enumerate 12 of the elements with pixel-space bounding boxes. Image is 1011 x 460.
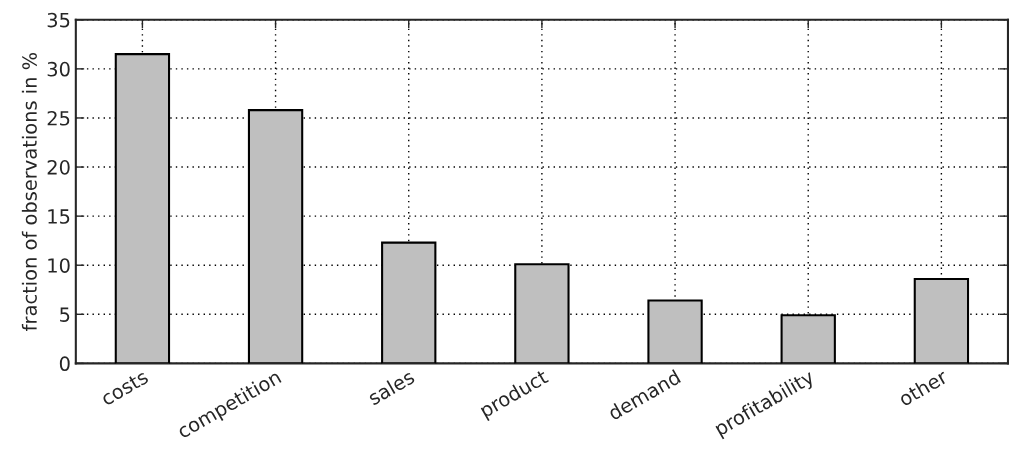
y-tick-label: 15	[48, 209, 70, 224]
y-tick-label: 10	[48, 258, 70, 273]
y-tick-label: 35	[47, 12, 70, 28]
y-tick-label: 5	[60, 307, 70, 322]
y-tick-label: 30	[47, 61, 70, 77]
y-tick-label: 0	[59, 356, 70, 372]
y-axis-title: fraction of observations in %	[21, 52, 37, 331]
y-tick-label: 20	[47, 160, 70, 175]
x-tick-label: costs	[100, 369, 150, 406]
y-tick-label: 25	[47, 110, 70, 126]
x-tick-label: sales	[366, 368, 416, 406]
x-tick-label: other	[897, 368, 949, 407]
